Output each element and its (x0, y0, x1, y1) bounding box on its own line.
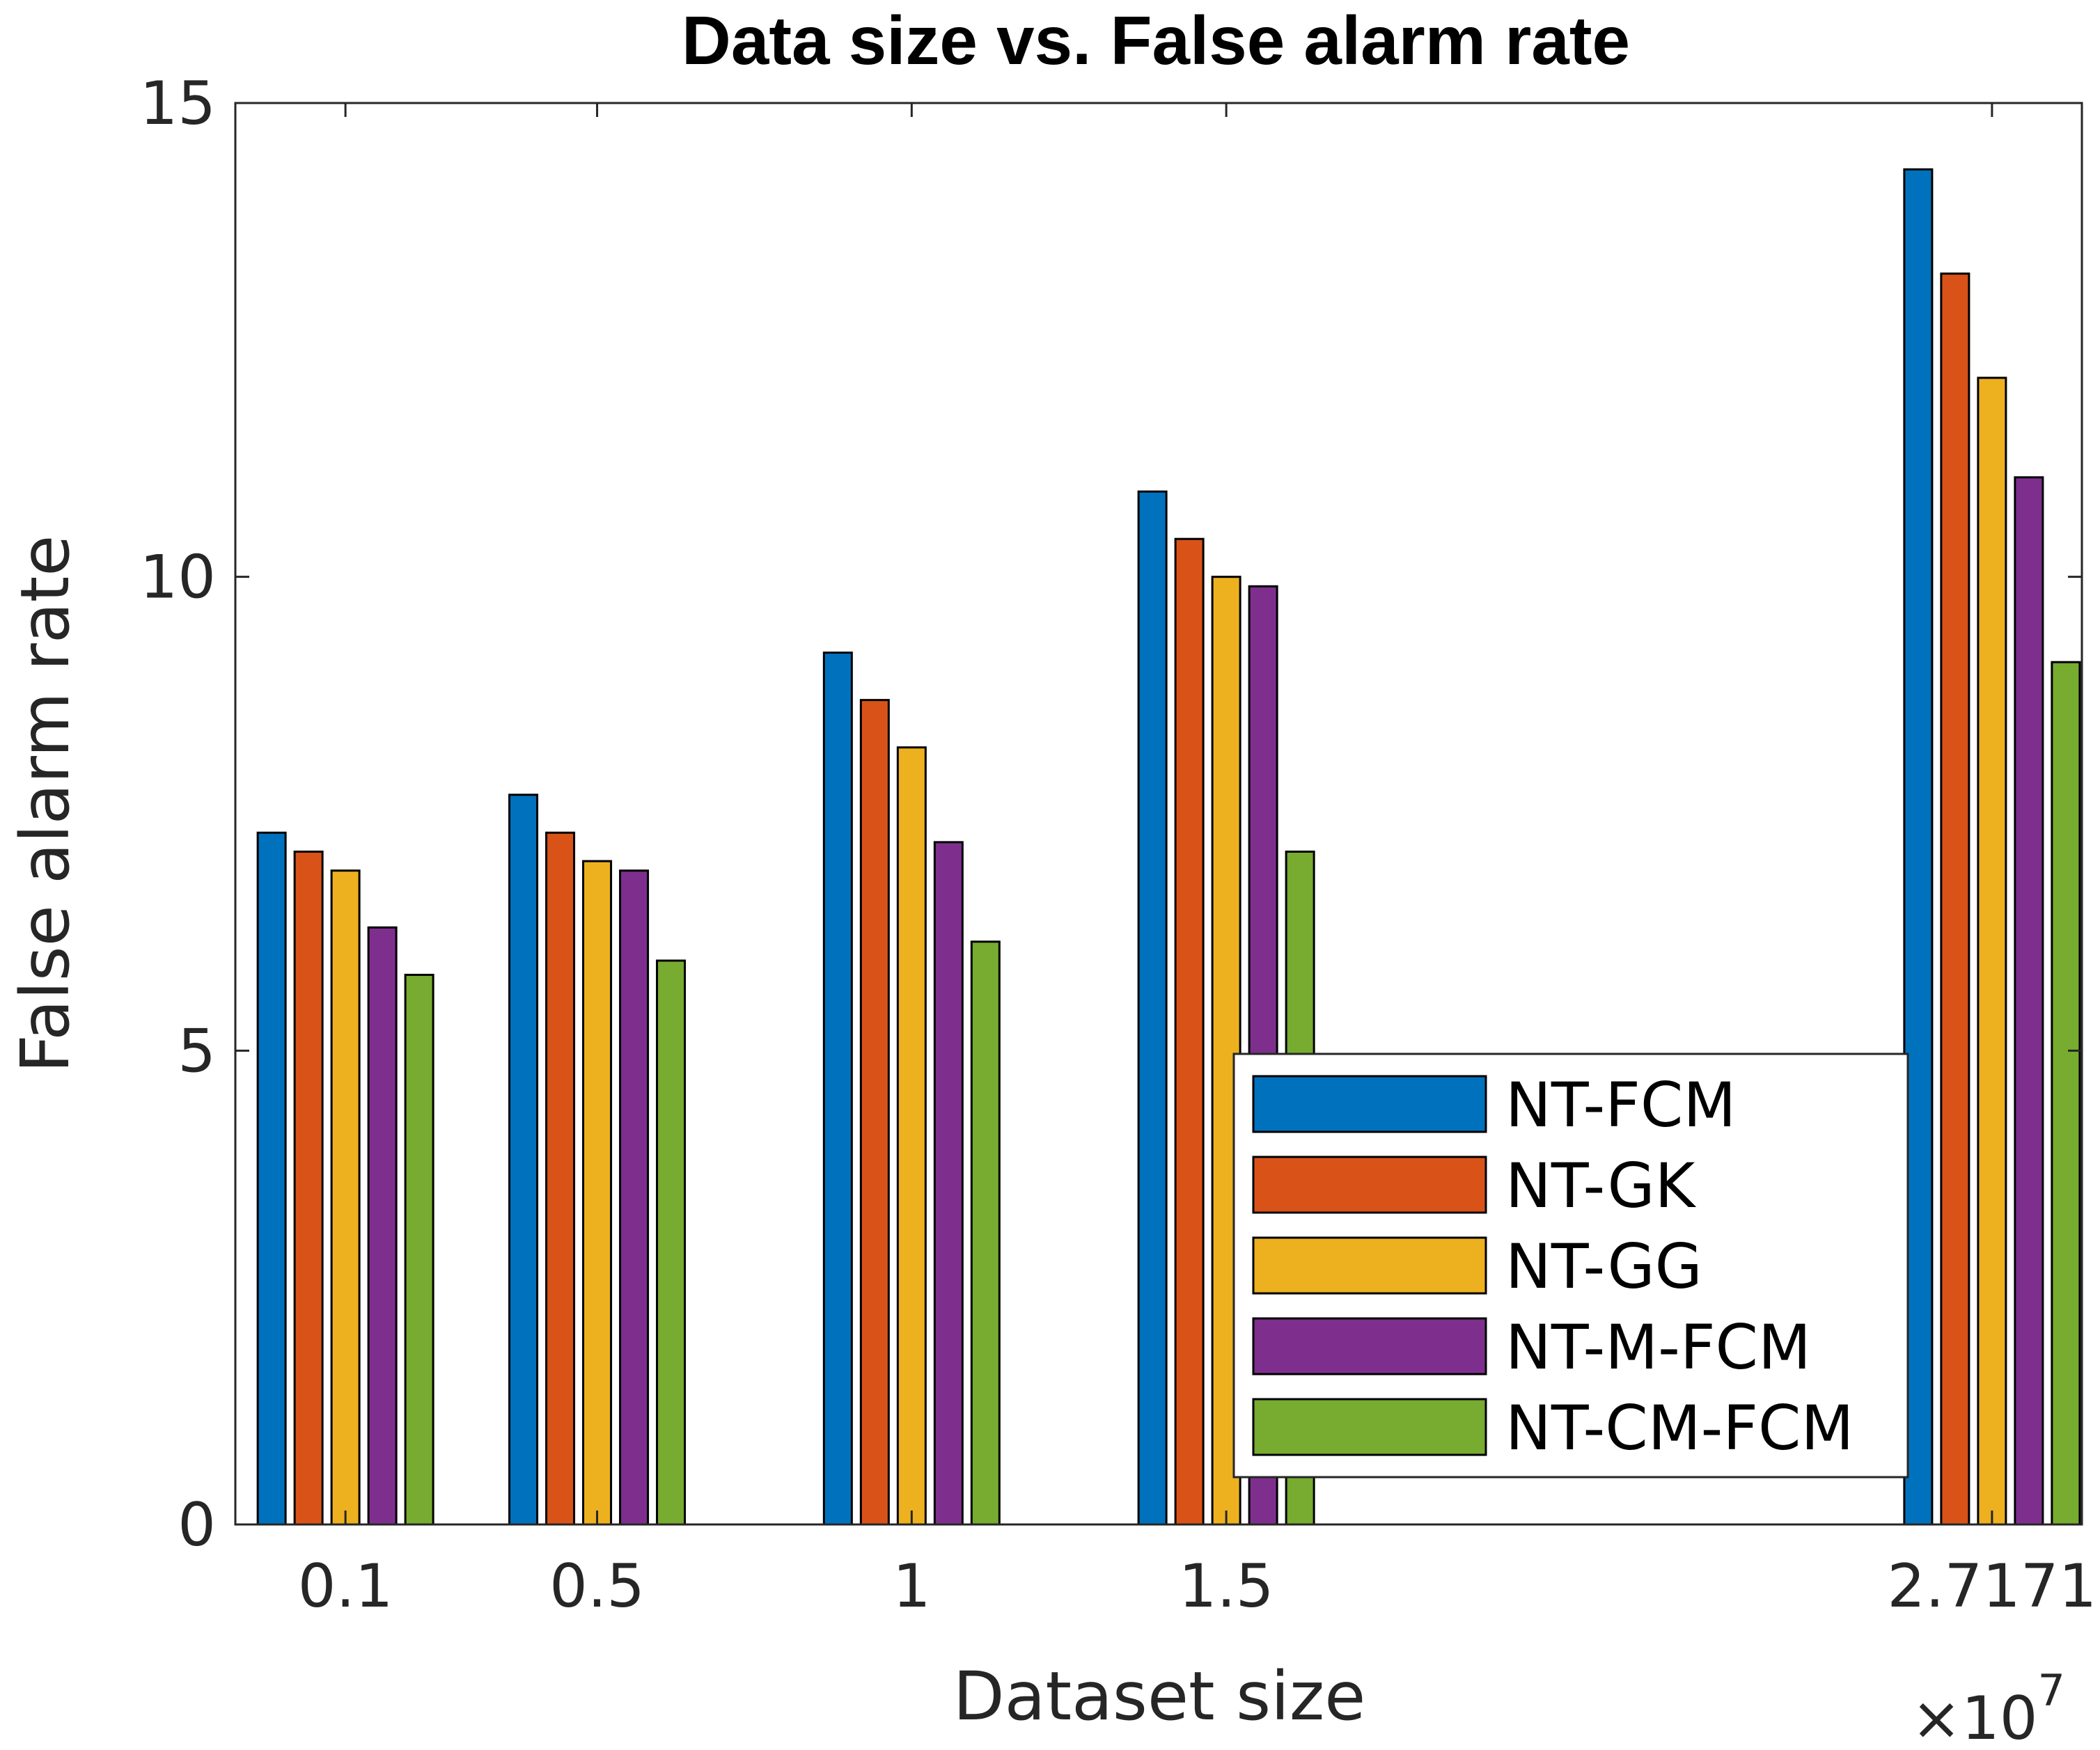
bar-nt-m-fcm-4 (2014, 476, 2044, 1526)
ticks-layer: 0 5 10 15 0.1 0.5 1 1.5 2.7171 (140, 69, 2097, 1621)
legend-label-nt-gk: NT-GK (1505, 1150, 1697, 1222)
x-tick-label: 0.1 (298, 1552, 393, 1621)
y-tick-label: 15 (140, 69, 216, 139)
bar-nt-fcm-2 (822, 652, 853, 1526)
legend-swatch-nt-m-fcm (1252, 1317, 1487, 1375)
x-tick-label: 1 (893, 1552, 931, 1621)
bar-nt-fcm-4 (1903, 168, 1934, 1526)
bar-nt-cm-fcm-2 (970, 940, 1001, 1526)
bar-nt-cm-fcm-0 (404, 973, 434, 1526)
bar-nt-fcm-0 (256, 831, 287, 1526)
x-tick-label: 0.5 (549, 1552, 645, 1621)
legend-swatch-nt-gg (1252, 1236, 1487, 1295)
bar-nt-cm-fcm-1 (656, 959, 687, 1526)
bar-nt-gg-1 (582, 860, 613, 1526)
bar-nt-gk-2 (859, 699, 890, 1526)
y-tick-label: 5 (178, 1016, 216, 1086)
bar-nt-gk-4 (1940, 272, 1970, 1526)
bar-nt-gk-3 (1174, 537, 1205, 1526)
bar-nt-m-fcm-1 (619, 869, 650, 1526)
x-axis-multiplier-exponent: 7 (2038, 1665, 2065, 1716)
legend-swatch-nt-cm-fcm (1252, 1398, 1487, 1456)
x-axis-label: Dataset size (953, 1657, 1366, 1735)
x-axis-multiplier-base: ×10 (1911, 1684, 2038, 1750)
legend-label-nt-cm-fcm: NT-CM-FCM (1505, 1392, 1854, 1464)
bar-nt-gk-1 (545, 831, 576, 1526)
chart-title: Data size vs. False alarm rate (682, 2, 1630, 79)
legend: NT-FCM NT-GK NT-GG NT-M-FCM NT-CM-FCM (1232, 1053, 1909, 1479)
legend-label-nt-fcm: NT-FCM (1505, 1069, 1736, 1141)
bar-nt-gg-2 (896, 746, 927, 1526)
x-axis-multiplier: ×107 (1911, 1665, 2065, 1750)
x-tick-label: 1.5 (1179, 1552, 1274, 1621)
axes-layer (234, 102, 2083, 1526)
legend-swatch-nt-gk (1252, 1156, 1487, 1214)
bar-nt-fcm-3 (1137, 490, 1168, 1526)
bar-nt-gg-4 (1977, 377, 2007, 1526)
x-tick-label: 2.7171 (1887, 1552, 2097, 1621)
bar-nt-m-fcm-2 (933, 841, 964, 1526)
legend-swatch-nt-fcm (1252, 1075, 1487, 1133)
y-axis-label: False alarm rate (6, 535, 84, 1073)
plot-area-box (234, 102, 2083, 1526)
bar-nt-fcm-1 (508, 794, 539, 1526)
y-tick-label: 0 (178, 1490, 216, 1560)
legend-label-nt-m-fcm: NT-M-FCM (1505, 1311, 1811, 1383)
bar-nt-cm-fcm-4 (2051, 661, 2081, 1526)
bar-nt-gg-0 (330, 869, 361, 1526)
y-tick-label: 10 (140, 543, 216, 613)
bar-nt-m-fcm-0 (367, 926, 398, 1526)
bars-layer (256, 168, 2081, 1526)
legend-label-nt-gg: NT-GG (1505, 1231, 1702, 1302)
bar-nt-gk-0 (293, 850, 324, 1526)
